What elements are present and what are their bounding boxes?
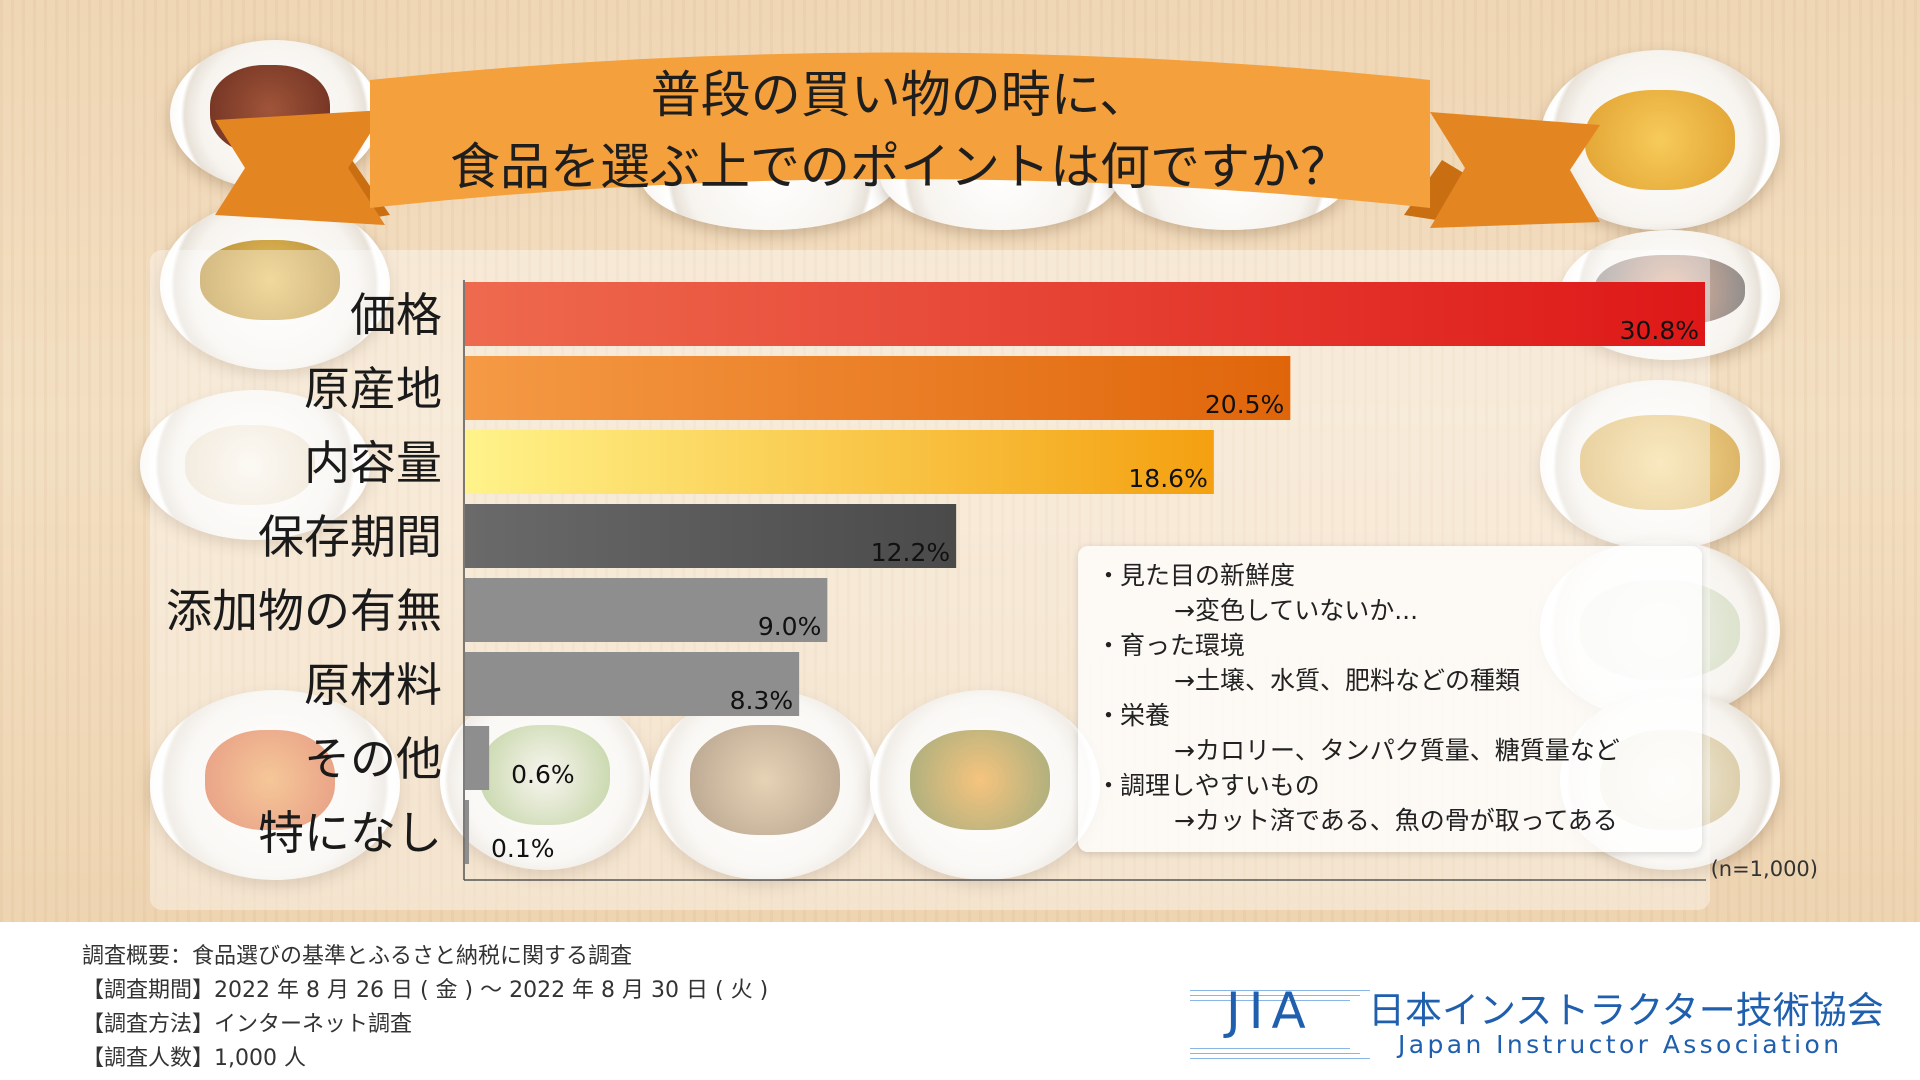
- logo-name-japanese: 日本インストラクター技術協会: [1368, 989, 1884, 1032]
- survey-count: 【調査人数】1,000 人: [82, 1046, 306, 1071]
- note-bullet: ・: [1096, 631, 1122, 660]
- food-plate-image: [650, 690, 880, 880]
- note-detail: →カロリー、タンパク質量、糖質量など: [1174, 736, 1620, 765]
- category-label: 原材料: [304, 658, 442, 712]
- sample-size-note: (n=1,000): [1711, 857, 1818, 881]
- category-label: 価格: [350, 288, 442, 342]
- note-item: ・調理しやすいもの →カット済である、魚の骨が取ってある: [1096, 768, 1684, 838]
- category-label: その他: [304, 732, 442, 786]
- footer: 調査概要：食品選びの基準とふるさと納税に関する調査 【調査期間】2022 年 8…: [0, 922, 1920, 1080]
- category-label: 添加物の有無: [166, 584, 442, 638]
- food-plate-image: [870, 690, 1100, 880]
- category-label: 保存期間: [258, 510, 442, 564]
- food-plate-image: [160, 200, 390, 370]
- survey-period: 【調査期間】2022 年 8 月 26 日 ( 金 ) ～ 2022 年 8 月…: [82, 978, 769, 1003]
- value-label: 0.6%: [511, 760, 575, 789]
- note-title: 調理しやすいもの: [1120, 771, 1320, 800]
- bar-3: [465, 430, 1214, 494]
- note-bullet: ・: [1096, 561, 1122, 590]
- bar-2: [465, 356, 1291, 420]
- jia-logo: JIA 日本インストラクター技術協会 Japan Instructor Asso…: [1190, 970, 1910, 1070]
- logo-abbreviation: JIA: [1226, 982, 1314, 1040]
- note-bullet: ・: [1096, 701, 1122, 730]
- note-detail: →変色していないか...: [1174, 596, 1419, 625]
- banner-title-line2: 食品を選ぶ上でのポイントは何ですか？: [450, 138, 1350, 196]
- category-label: 内容量: [304, 436, 442, 490]
- banner-right-tail: [1430, 112, 1600, 228]
- food-plate-image: [1540, 380, 1780, 550]
- value-label: 8.3%: [730, 686, 794, 715]
- title-banner: 普段の買い物の時に、 食品を選ぶ上でのポイントは何ですか？: [215, 52, 1600, 228]
- bar-7: [465, 726, 490, 790]
- note-title: 見た目の新鮮度: [1120, 561, 1296, 590]
- value-label: 12.2%: [871, 538, 950, 567]
- bar-1: [465, 282, 1705, 346]
- value-label: 18.6%: [1128, 464, 1207, 493]
- note-item: ・見た目の新鮮度 →変色していないか...: [1096, 558, 1684, 628]
- banner-left-tail: [215, 110, 385, 225]
- note-bullet: ・: [1096, 771, 1122, 800]
- value-label: 20.5%: [1205, 390, 1284, 419]
- notes-panel: ・見た目の新鮮度 →変色していないか... ・育った環境 →土壌、水質、肥料など…: [1078, 546, 1702, 852]
- banner-title-line1: 普段の買い物の時に、: [651, 66, 1150, 124]
- survey-overview: 調査概要：食品選びの基準とふるさと納税に関する調査: [82, 944, 633, 969]
- value-label: 0.1%: [491, 834, 555, 863]
- bar-4: [465, 504, 957, 568]
- banner-body: [370, 52, 1430, 208]
- note-detail: →カット済である、魚の骨が取ってある: [1174, 806, 1618, 835]
- category-label: 原産地: [304, 362, 442, 416]
- note-item: ・育った環境 →土壌、水質、肥料などの種類: [1096, 628, 1684, 698]
- logo-name-english: Japan Instructor Association: [1398, 1030, 1843, 1059]
- bar-5: [465, 578, 828, 642]
- note-item: ・栄養 →カロリー、タンパク質量、糖質量など: [1096, 698, 1684, 768]
- survey-method: 【調査方法】インターネット調査: [82, 1012, 413, 1037]
- logo-lines-graphic: [1190, 970, 1390, 1070]
- value-label: 9.0%: [758, 612, 822, 641]
- food-plate-image: [140, 390, 370, 540]
- note-title: 栄養: [1120, 701, 1171, 730]
- food-plate-image: [150, 690, 400, 880]
- bar-6: [465, 652, 800, 716]
- category-label: 特になし: [258, 806, 442, 860]
- bars-layer: 価格 30.8% 原産地 20.5% 内容量 18.6% 保存期間 12.2% 添加物の有無 9.…: [166, 282, 1705, 864]
- note-detail: →土壌、水質、肥料などの種類: [1174, 666, 1520, 695]
- note-title: 育った環境: [1120, 631, 1246, 660]
- value-label: 30.8%: [1620, 316, 1699, 345]
- bar-chart: 普段の買い物の時に、 食品を選ぶ上でのポイントは何ですか？ 価格 30.8% 原産地…: [166, 52, 1818, 881]
- bar-8: [465, 800, 470, 864]
